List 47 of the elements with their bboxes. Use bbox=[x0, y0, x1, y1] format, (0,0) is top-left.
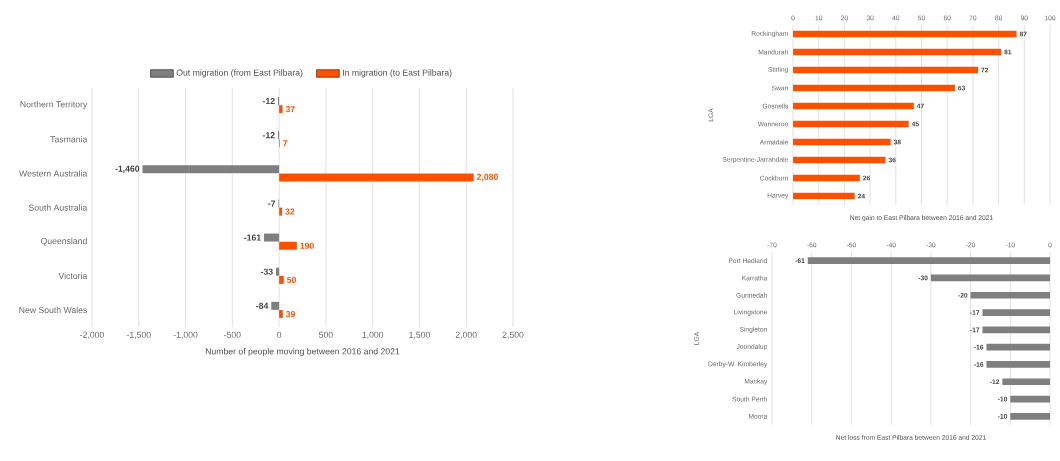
bar bbox=[793, 84, 955, 92]
x-tick-label: 500 bbox=[319, 331, 333, 338]
x-tick-label: 2,000 bbox=[455, 331, 477, 339]
y-tick-label: Queensland bbox=[40, 237, 87, 246]
bar bbox=[276, 267, 280, 276]
x-tick-label: -1,000 bbox=[173, 331, 198, 339]
x-tick-label: 1,000 bbox=[362, 331, 384, 339]
bar bbox=[793, 66, 979, 74]
bar bbox=[279, 173, 474, 182]
data-label: -161 bbox=[244, 234, 261, 241]
x-tick-label: -500 bbox=[224, 331, 241, 338]
data-label: 50 bbox=[287, 276, 296, 283]
y-tick-label: Victoria bbox=[58, 272, 88, 279]
data-label: -33 bbox=[260, 268, 273, 275]
bar bbox=[279, 241, 297, 250]
x-tick-label: -1,500 bbox=[126, 331, 151, 339]
y-tick-label: South Australia bbox=[28, 204, 88, 211]
bar bbox=[142, 165, 280, 174]
x-tick-label: 1,500 bbox=[409, 331, 430, 339]
x-axis-title: Number of people moving between 2016 and 2021 bbox=[205, 348, 400, 357]
bar bbox=[279, 310, 283, 319]
x-tick-label: -2,000 bbox=[80, 331, 104, 339]
x-tick-label: 2,500 bbox=[502, 331, 524, 339]
legend-label: In migration (to East Pilbara) bbox=[343, 69, 452, 78]
data-label: 37 bbox=[285, 106, 295, 113]
x-tick-label: 0 bbox=[277, 331, 282, 338]
y-tick-label: Northern Territory bbox=[20, 101, 88, 110]
data-label: -1,460 bbox=[115, 165, 140, 173]
data-label: -84 bbox=[256, 302, 269, 309]
data-label: 39 bbox=[285, 310, 296, 318]
bar bbox=[793, 30, 1017, 38]
data-label: 32 bbox=[285, 208, 295, 215]
data-label: -12 bbox=[262, 132, 275, 139]
bar bbox=[271, 301, 280, 310]
bar bbox=[264, 233, 280, 242]
data-label: -12 bbox=[262, 97, 275, 105]
y-tick-label: Western Australia bbox=[19, 170, 88, 177]
data-label: 7 bbox=[283, 140, 288, 147]
bar bbox=[279, 207, 283, 216]
legend-label: Out migration (from East Pilbara) bbox=[176, 69, 303, 78]
y-tick-label: New South Wales bbox=[19, 306, 87, 314]
data-label: -7 bbox=[268, 200, 276, 207]
bar bbox=[279, 275, 284, 284]
y-tick-label: Tasmania bbox=[50, 136, 88, 143]
bar bbox=[279, 105, 283, 114]
data-label: 190 bbox=[300, 242, 314, 249]
data-label: 2,080 bbox=[476, 173, 498, 182]
